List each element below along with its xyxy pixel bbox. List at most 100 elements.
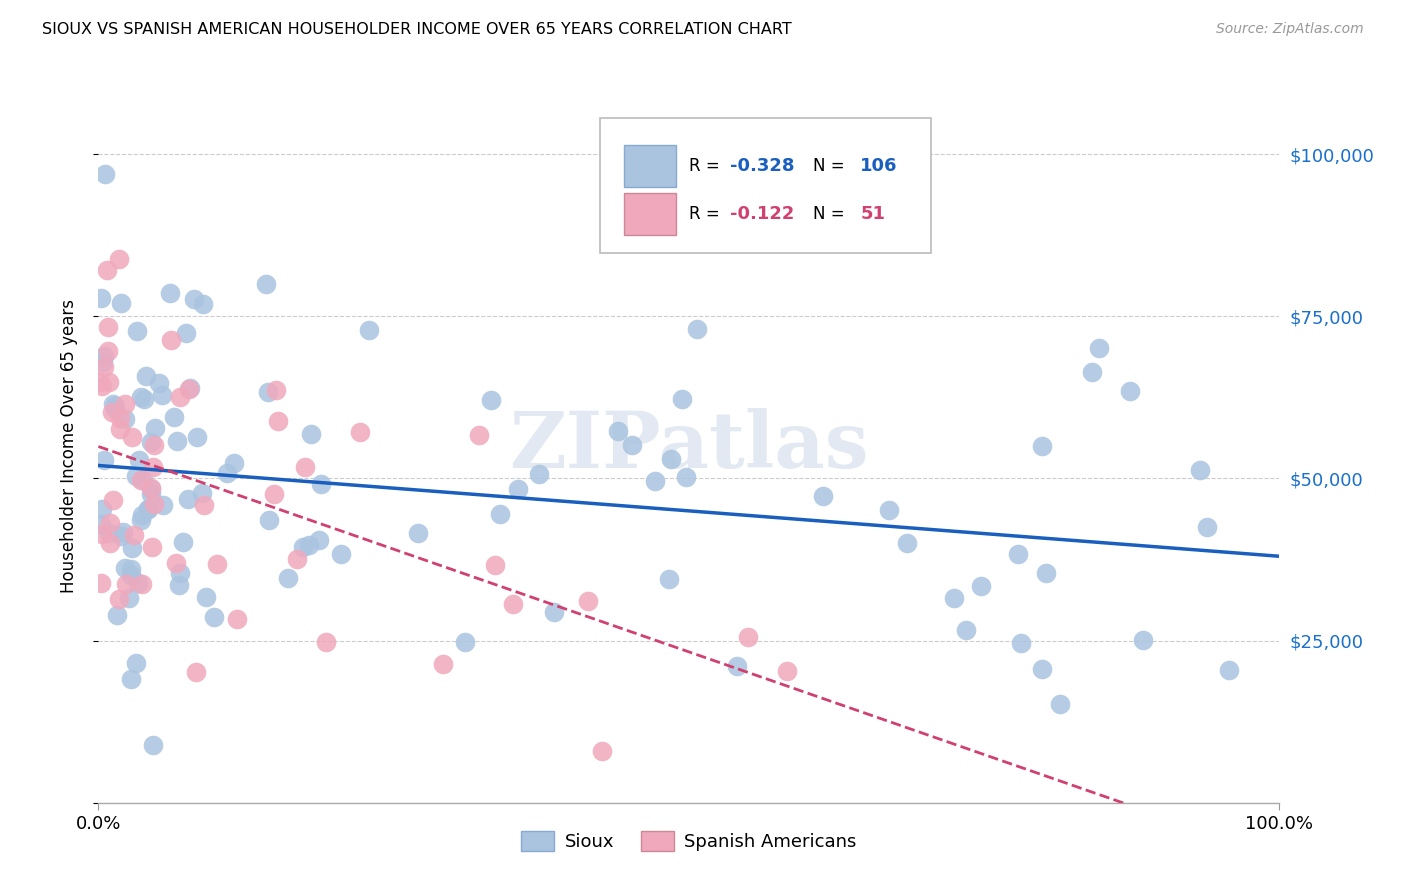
Point <box>93 349 115 363</box>
Point <box>942 591 965 605</box>
Point <box>725 658 748 673</box>
Point <box>1088 341 1111 355</box>
Point <box>432 657 454 671</box>
Point <box>98 376 121 390</box>
Point <box>644 474 666 488</box>
Point <box>1035 566 1057 581</box>
Point <box>97 343 120 358</box>
Point <box>661 452 683 467</box>
Point <box>94 167 117 181</box>
Point <box>97 526 120 541</box>
Point <box>349 425 371 440</box>
Point <box>186 430 208 444</box>
Point <box>127 324 149 338</box>
Point <box>152 498 174 512</box>
Point <box>191 297 214 311</box>
Point <box>127 576 149 591</box>
Point <box>120 562 142 576</box>
Point <box>120 568 142 582</box>
Point <box>299 426 322 441</box>
Point <box>105 608 128 623</box>
Point <box>101 492 124 507</box>
Point <box>111 524 134 539</box>
Text: SIOUX VS SPANISH AMERICAN HOUSEHOLDER INCOME OVER 65 YEARS CORRELATION CHART: SIOUX VS SPANISH AMERICAN HOUSEHOLDER IN… <box>42 22 792 37</box>
Point <box>136 502 159 516</box>
Point <box>277 571 299 585</box>
Text: -0.328: -0.328 <box>730 157 794 175</box>
Point <box>108 422 131 436</box>
Point <box>136 502 159 516</box>
Point <box>125 469 148 483</box>
Text: -0.122: -0.122 <box>730 205 794 223</box>
Point <box>172 535 194 549</box>
Point <box>143 420 166 434</box>
Point <box>408 525 430 540</box>
Point <box>292 540 315 554</box>
Point <box>142 459 165 474</box>
Point <box>1080 366 1102 380</box>
Point <box>118 591 141 606</box>
FancyBboxPatch shape <box>624 193 676 235</box>
Point <box>110 529 132 543</box>
Point <box>104 401 127 416</box>
Point <box>93 452 115 467</box>
Point <box>576 594 599 608</box>
Point <box>315 634 337 648</box>
Point <box>287 552 309 566</box>
Point <box>813 490 835 504</box>
Point <box>217 466 239 480</box>
Point <box>98 516 121 530</box>
Point <box>96 263 118 277</box>
Point <box>453 635 475 649</box>
Point <box>184 665 207 679</box>
Point <box>90 292 112 306</box>
Point <box>179 382 201 396</box>
Point <box>1118 384 1140 399</box>
Point <box>129 474 152 488</box>
FancyBboxPatch shape <box>624 145 676 187</box>
Point <box>124 527 146 541</box>
Point <box>254 277 277 291</box>
Point <box>90 576 112 591</box>
Point <box>294 460 316 475</box>
Point <box>104 399 127 413</box>
Point <box>1189 463 1212 477</box>
Point <box>131 508 153 523</box>
Point <box>107 591 129 606</box>
Point <box>100 405 122 419</box>
Point <box>308 533 330 547</box>
Point <box>128 452 150 467</box>
Point <box>141 540 163 554</box>
Point <box>135 368 157 383</box>
Point <box>169 566 191 580</box>
Y-axis label: Householder Income Over 65 years: Householder Income Over 65 years <box>59 299 77 593</box>
Point <box>955 623 977 637</box>
Point <box>132 473 155 487</box>
Point <box>131 577 153 591</box>
Point <box>91 502 114 516</box>
Point <box>167 578 190 592</box>
Point <box>114 412 136 426</box>
Point <box>159 285 181 300</box>
Point <box>129 513 152 527</box>
Point <box>543 606 565 620</box>
Point <box>621 438 644 452</box>
Point <box>141 481 163 495</box>
Point <box>502 597 524 611</box>
Point <box>139 482 162 496</box>
Point <box>142 738 165 752</box>
Text: R =: R = <box>689 157 720 175</box>
Point <box>191 485 214 500</box>
Point <box>468 427 491 442</box>
Point <box>1031 439 1053 453</box>
Point <box>194 591 217 605</box>
Point <box>1218 663 1240 677</box>
Point <box>115 577 138 591</box>
Point <box>166 434 188 448</box>
Text: 51: 51 <box>860 205 886 223</box>
Point <box>1195 520 1218 534</box>
Point <box>489 507 512 521</box>
Point <box>110 296 132 310</box>
Point <box>160 333 183 347</box>
Point <box>169 390 191 404</box>
